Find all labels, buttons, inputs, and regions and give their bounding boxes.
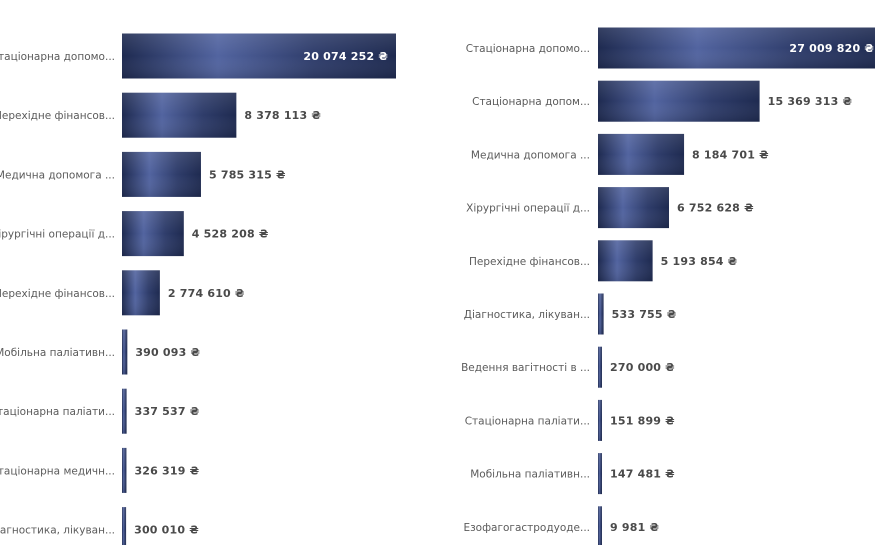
right-bar-shade [598,80,760,122]
right-category-label: Діагностика, лікуван... [464,309,590,321]
right-bar-shade [598,399,602,441]
left-bar-shade [122,447,127,493]
right-bar-shade [598,293,604,335]
right-bar-shade [598,453,602,495]
left-bar-shade [122,270,160,316]
left-value-label: 300 010 ₴ [134,524,199,537]
right-value-label: 151 899 ₴ [610,414,675,427]
left-value-label: 326 319 ₴ [134,464,199,477]
right-value-label: 270 000 ₴ [610,361,675,374]
right-category-label: Стаціонарна допом... [472,96,590,108]
left-bar-shade [122,151,201,197]
left-value-label: 5 785 315 ₴ [209,168,286,181]
left-category-label: Перехідне фінансов... [0,110,115,122]
right-value-label: 15 369 313 ₴ [768,95,853,108]
left-bar-shade [122,388,127,434]
right-category-label: Хірургічні операції д... [466,203,590,215]
right-bar-shade [598,506,602,545]
right-value-label: 147 481 ₴ [610,468,675,481]
right-value-label: 27 009 820 ₴ [789,42,874,55]
left-value-label: 2 774 610 ₴ [168,287,245,300]
right-value-label: 5 193 854 ₴ [661,255,738,268]
right-category-label: Ведення вагітності в ... [461,362,590,374]
left-value-label: 8 378 113 ₴ [244,109,321,122]
right-category-label: Мобільна паліативн... [470,469,590,481]
right-category-label: Стаціонарна паліати... [465,415,590,427]
right-bar-shade [598,240,653,282]
bar-chart-right: Стаціонарна допомо... 27 009 820 ₴ Стаціон… [461,27,875,545]
left-category-label: Стаціонарна паліати... [0,406,115,418]
right-category-label: Перехідне фінансов... [469,256,590,268]
left-value-label: 4 528 208 ₴ [192,228,269,241]
right-value-label: 8 184 701 ₴ [692,148,769,161]
right-bar-shade [598,133,685,175]
left-bar-shade [122,92,237,138]
left-category-label: Перехідне фінансов... [0,288,115,300]
right-category-label: Езофагогастродуоде... [463,522,590,534]
left-category-label: Стаціонарна медичн... [0,465,115,477]
right-category-label: Стаціонарна допомо... [466,43,590,55]
right-value-label: 9 981 ₴ [610,521,659,534]
left-category-label: Хірургічні операції д... [0,229,115,241]
left-bar-shade [122,507,127,545]
left-value-label: 20 074 252 ₴ [303,50,388,63]
bar-chart-left: Стаціонарна допомо... 20 074 252 ₴ Перехід… [0,33,396,545]
left-bar-shade [122,329,128,375]
right-value-label: 533 755 ₴ [612,308,677,321]
right-bar-shade [598,187,670,229]
left-category-label: Мобільна паліативн... [0,347,115,359]
left-category-label: Діагностика, лікуван... [0,525,115,537]
left-bar-shade [122,211,184,257]
left-value-label: 390 093 ₴ [135,346,200,359]
left-category-label: Медична допомога ... [0,169,115,181]
left-value-label: 337 537 ₴ [135,405,200,418]
right-bar-shade [598,346,602,388]
left-bar-shade [122,33,396,79]
right-category-label: Медична допомога ... [471,149,590,161]
right-bar-shade [598,27,875,69]
right-value-label: 6 752 628 ₴ [677,202,754,215]
left-category-label: Стаціонарна допомо... [0,51,115,63]
